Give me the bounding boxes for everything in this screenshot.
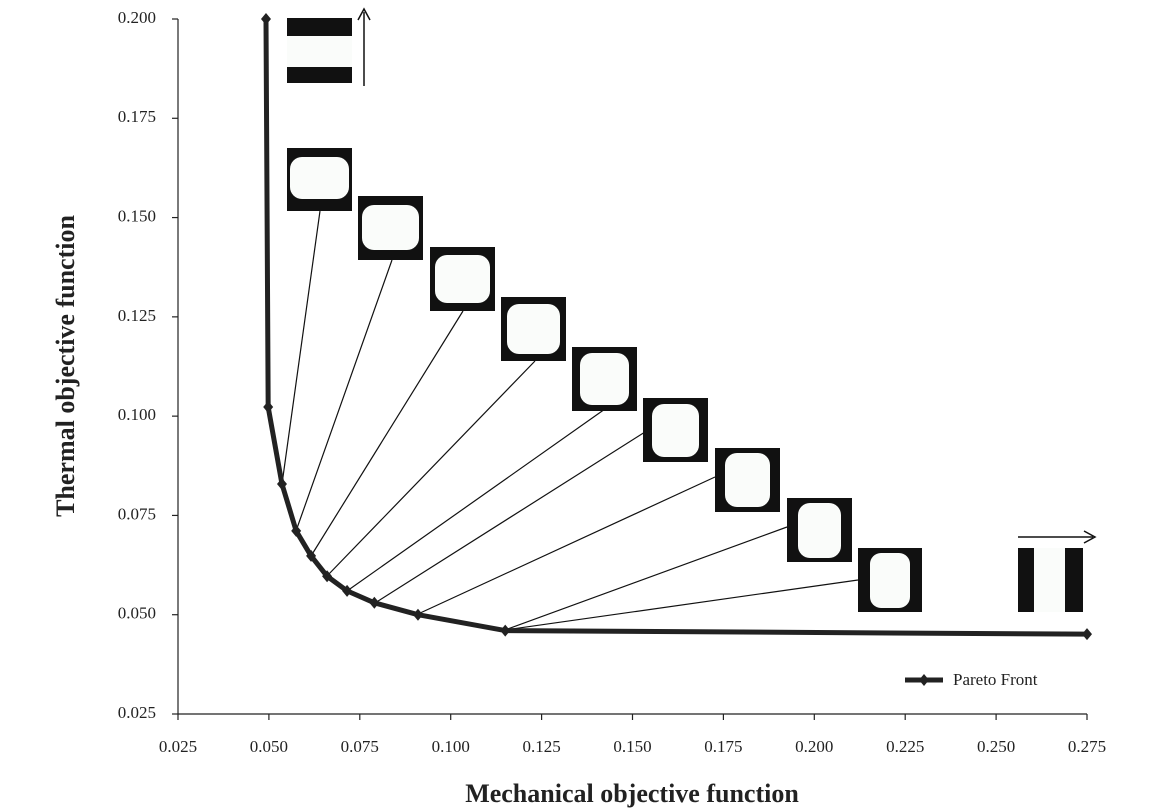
x-tick-label: 0.150 (613, 737, 651, 756)
y-tick-label: 0.100 (118, 405, 156, 424)
inset-top (287, 18, 352, 83)
leader-line (418, 477, 715, 614)
x-tick-label: 0.100 (432, 737, 470, 756)
y-tick-label: 0.050 (118, 604, 156, 623)
x-axis-title: Mechanical objective function (465, 779, 799, 808)
inset-shape (572, 347, 637, 411)
x-tick-label: 0.250 (977, 737, 1015, 756)
x-tick-label: 0.200 (795, 737, 833, 756)
leader-lines (282, 211, 858, 630)
inset-shape (787, 498, 852, 562)
point-marker (500, 625, 510, 637)
legend-marker (919, 674, 929, 686)
inset-shape (501, 297, 566, 361)
y-axis-title: Thermal objective function (51, 215, 80, 517)
insets (287, 9, 1095, 612)
inset-shape (358, 196, 423, 260)
x-tick-label: 0.225 (886, 737, 924, 756)
y-tick-label: 0.200 (118, 8, 156, 27)
leader-line (505, 580, 858, 630)
leader-line (375, 432, 645, 603)
inset-shape (858, 548, 922, 612)
inset-shape (643, 398, 708, 462)
leader-line (311, 311, 463, 556)
leader-line (327, 361, 535, 576)
point-marker (413, 609, 423, 621)
x-tick-label: 0.025 (159, 737, 197, 756)
y-tick-label: 0.025 (118, 703, 156, 722)
x-tick-label: 0.125 (522, 737, 560, 756)
point-marker (263, 401, 273, 413)
point-marker (261, 13, 271, 25)
inset-right (1018, 548, 1083, 612)
leader-line (296, 260, 392, 531)
x-tick-label: 0.050 (250, 737, 288, 756)
y-tick-label: 0.175 (118, 107, 156, 126)
leader-line (505, 527, 787, 630)
y-tick-label: 0.150 (118, 206, 156, 225)
x-tick-label: 0.175 (704, 737, 742, 756)
leader-line (282, 211, 320, 484)
y-tick-label: 0.075 (118, 504, 156, 523)
x-tick-label: 0.275 (1068, 737, 1106, 756)
legend-label: Pareto Front (953, 670, 1038, 689)
inset-shape (287, 148, 352, 211)
inset-shape (715, 448, 780, 512)
inset-shape (430, 247, 495, 311)
x-tick-label: 0.075 (341, 737, 379, 756)
series-line (266, 19, 1087, 634)
y-tick-label: 0.125 (118, 306, 156, 325)
point-marker (1082, 628, 1092, 640)
chart: Mechanical objective function Thermal ob… (0, 0, 1151, 812)
